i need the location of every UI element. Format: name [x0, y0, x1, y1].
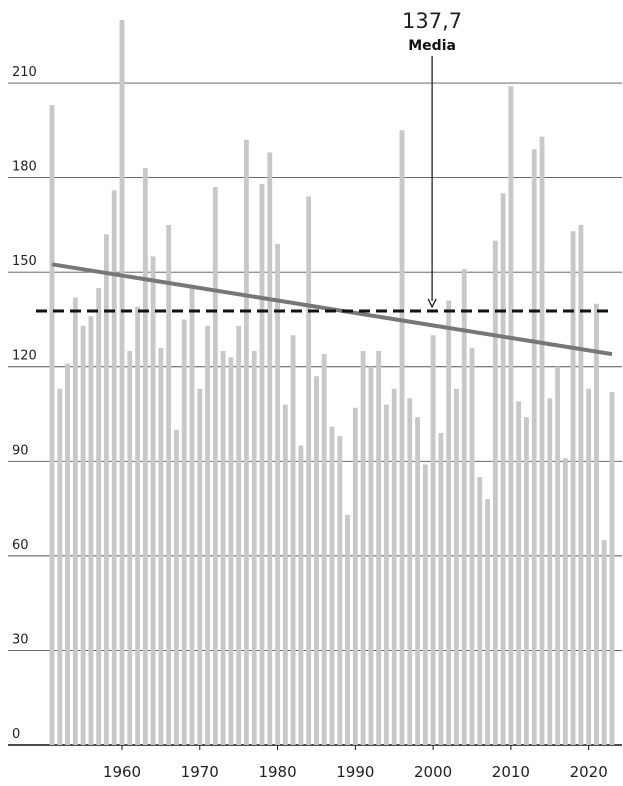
bar-1966 [166, 224, 172, 746]
x-tick-2010: 2010 [492, 763, 530, 781]
bar-1995 [391, 388, 397, 745]
mean-value-label: 137,7 [402, 9, 462, 33]
x-tick-2000: 2000 [414, 763, 452, 781]
bar-1959 [111, 190, 117, 745]
bar-1984 [306, 196, 312, 746]
bar-2023 [609, 391, 615, 745]
bar-2006 [477, 477, 483, 745]
bar-1983 [298, 445, 304, 745]
bar-1999 [422, 464, 428, 745]
bar-1992 [368, 366, 374, 745]
bar-1969 [189, 287, 195, 745]
trend-line [51, 262, 613, 357]
bar-1993 [376, 350, 382, 745]
bar-1970 [197, 388, 203, 745]
bar-1956 [88, 316, 94, 745]
bar-2012 [524, 417, 529, 745]
bar-2004 [461, 269, 467, 745]
bar-2009 [500, 193, 506, 745]
x-tick-1990: 1990 [336, 763, 374, 781]
bar-1987 [329, 426, 335, 745]
y-tick-180: 180 [12, 160, 37, 175]
bar-1979 [267, 152, 273, 746]
x-tick-2020: 2020 [570, 763, 608, 781]
bar-2019 [578, 224, 584, 746]
bar-1998 [415, 417, 420, 745]
bar-1989 [345, 514, 350, 745]
bar-1997 [407, 398, 413, 745]
bar-1964 [150, 256, 156, 745]
bar-2018 [570, 231, 576, 745]
bar-1974 [228, 357, 234, 745]
bar-1975 [236, 325, 242, 745]
bar-2005 [469, 347, 475, 745]
bar-series [49, 20, 615, 746]
y-tick-60: 60 [12, 538, 29, 553]
x-tick-1970: 1970 [181, 763, 219, 781]
y-tick-0: 0 [12, 727, 20, 742]
bar-1985 [314, 376, 319, 745]
bar-2008 [492, 240, 498, 746]
bar-1961 [127, 350, 133, 745]
bar-2007 [485, 499, 490, 745]
bar-1951 [49, 105, 55, 745]
bar-2001 [438, 432, 444, 745]
bar-2022 [601, 540, 607, 745]
mean-arrow-head [427, 298, 437, 309]
bar-1962 [135, 306, 140, 745]
y-tick-150: 150 [12, 254, 37, 269]
bar-2014 [539, 136, 545, 745]
bar-1977 [251, 350, 257, 745]
y-tick-90: 90 [12, 443, 29, 458]
x-tick-1980: 1980 [258, 763, 296, 781]
bar-1954 [72, 297, 78, 745]
x-tick-1960: 1960 [103, 763, 141, 781]
y-tick-30: 30 [12, 632, 29, 647]
bar-2002 [446, 300, 452, 745]
bar-1957 [96, 287, 102, 745]
bar-2020 [586, 388, 592, 745]
bar-1973 [220, 350, 226, 745]
bar-1965 [158, 347, 164, 745]
bar-1967 [174, 429, 179, 745]
mean-text-label: Media [408, 38, 456, 54]
y-tick-labels: 0 30 60 90 120 150 180 210 [12, 65, 37, 742]
bar-1978 [259, 183, 265, 746]
bar-1952 [57, 388, 63, 745]
bar-1958 [104, 234, 109, 745]
bar-2015 [547, 398, 553, 745]
bar-1968 [181, 319, 187, 745]
bar-2000 [430, 335, 436, 745]
bar-1991 [360, 350, 366, 745]
bar-2017 [562, 458, 568, 745]
bar-1982 [290, 335, 296, 745]
bar-1986 [321, 354, 327, 745]
bar-1996 [399, 130, 405, 746]
bar-1972 [212, 187, 218, 746]
bar-1988 [337, 436, 343, 745]
bar-1994 [384, 404, 389, 745]
bar-2003 [454, 388, 459, 745]
bar-2010 [508, 86, 514, 745]
mean-annotation: 137,7 Media [402, 9, 462, 309]
bar-2016 [555, 366, 560, 745]
bar-1971 [205, 325, 210, 745]
bar-2011 [516, 401, 522, 745]
bar-1960 [119, 20, 125, 745]
bar-1955 [80, 325, 86, 745]
bar-1981 [282, 404, 288, 745]
bar-2013 [531, 149, 537, 745]
y-tick-210: 210 [12, 65, 37, 80]
bar-1980 [275, 243, 280, 745]
bar-1976 [244, 139, 249, 746]
y-tick-120: 120 [12, 349, 37, 364]
x-tick-labels: 1960 1970 1980 1990 2000 2010 2020 [103, 745, 608, 781]
bar-1990 [352, 407, 358, 745]
bar-1963 [142, 168, 148, 746]
bar-2021 [594, 303, 599, 745]
bar-1953 [65, 363, 70, 745]
